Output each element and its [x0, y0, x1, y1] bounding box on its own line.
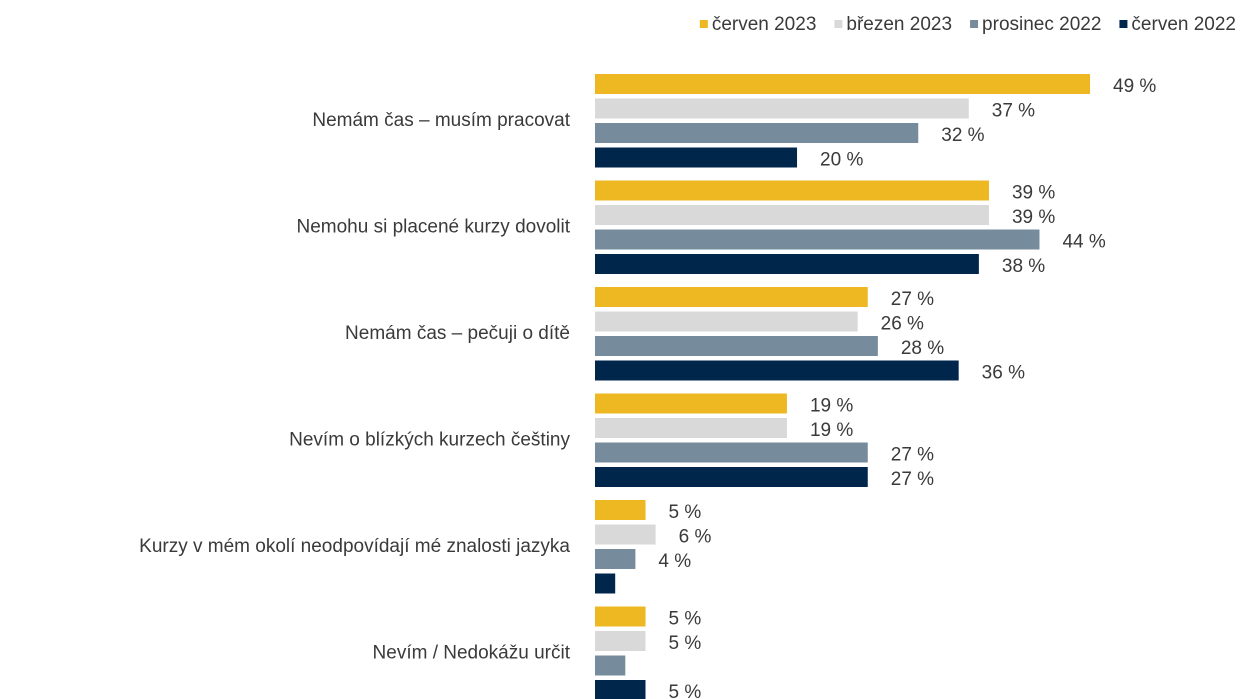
- value-label: 5 %: [669, 682, 702, 699]
- bar: [595, 311, 858, 332]
- category-label: Nevím o blízkých kurzech češtiny: [289, 429, 570, 450]
- legend-swatch: [699, 20, 708, 28]
- category-label: Nemám čas – musím pracovat: [312, 110, 570, 131]
- bar: [595, 573, 616, 594]
- value-label: 27 %: [891, 469, 934, 490]
- value-label: 5 %: [669, 502, 702, 523]
- bar: [595, 205, 989, 225]
- legend-swatch: [1119, 20, 1128, 28]
- legend-label: březen 2023: [846, 14, 952, 35]
- bar: [595, 74, 1090, 94]
- bar: [595, 467, 868, 487]
- value-label: 27 %: [891, 445, 934, 466]
- bar: [595, 360, 959, 381]
- value-label: 32 %: [941, 125, 984, 146]
- value-label: 27 %: [891, 289, 934, 310]
- bar: [595, 180, 989, 201]
- bar: [595, 393, 787, 414]
- bar: [595, 287, 868, 307]
- value-label: 44 %: [1062, 232, 1105, 253]
- value-label: 38 %: [1002, 256, 1045, 277]
- category-label: Kurzy v mém okolí neodpovídají mé znalos…: [139, 536, 570, 557]
- value-label: 49 %: [1113, 76, 1156, 97]
- value-label: 36 %: [982, 363, 1025, 384]
- value-label: 19 %: [810, 396, 853, 417]
- value-label: 5 %: [669, 633, 702, 654]
- category-label: Nemohu si placené kurzy dovolit: [296, 216, 570, 237]
- bar: [595, 418, 787, 438]
- value-label: 39 %: [1012, 207, 1055, 228]
- bar: [595, 442, 868, 463]
- bar: [595, 229, 1040, 250]
- value-label: 4 %: [658, 551, 691, 572]
- value-label: 26 %: [881, 314, 924, 335]
- legend-label: červen 2022: [1131, 14, 1236, 35]
- category-label: Nemám čas – pečuji o dítě: [345, 323, 570, 344]
- legend-label: prosinec 2022: [982, 14, 1101, 35]
- legend-label: červen 2023: [712, 14, 817, 35]
- value-label: 6 %: [679, 527, 712, 548]
- bar: [595, 254, 979, 274]
- bar: [595, 655, 626, 676]
- bar: [595, 147, 798, 168]
- bar: [595, 336, 878, 356]
- bar: [595, 631, 646, 651]
- value-label: 5 %: [669, 609, 702, 630]
- bar: [595, 524, 656, 545]
- value-label: 39 %: [1012, 183, 1055, 204]
- value-label: 19 %: [810, 420, 853, 441]
- bar: [595, 549, 636, 569]
- bar: [595, 98, 969, 119]
- legend-swatch: [970, 20, 979, 28]
- bar: [595, 680, 646, 699]
- value-label: 28 %: [901, 338, 944, 359]
- bar: [595, 123, 919, 143]
- bar: [595, 500, 646, 520]
- bar: [595, 606, 646, 627]
- value-label: 37 %: [992, 101, 1035, 122]
- legend-swatch: [834, 20, 843, 28]
- value-label: 20 %: [820, 150, 863, 171]
- category-label: Nevím / Nedokážu určit: [373, 642, 571, 663]
